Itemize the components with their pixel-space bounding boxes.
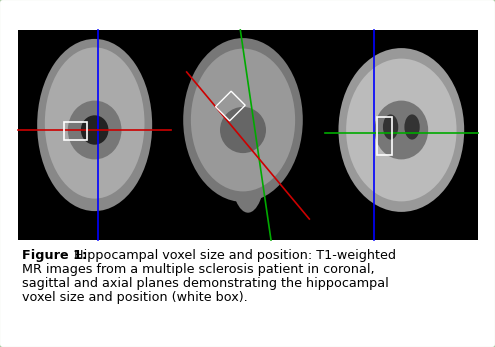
Text: Figure 1:: Figure 1: xyxy=(22,249,87,262)
Bar xyxy=(215,91,245,121)
Bar xyxy=(64,122,87,140)
Ellipse shape xyxy=(375,101,428,159)
Ellipse shape xyxy=(81,115,108,145)
Bar xyxy=(18,30,478,240)
Ellipse shape xyxy=(346,59,456,201)
Ellipse shape xyxy=(37,39,152,211)
Ellipse shape xyxy=(231,133,265,213)
Text: MR images from a multiple sclerosis patient in coronal,: MR images from a multiple sclerosis pati… xyxy=(22,263,375,276)
Text: sagittal and axial planes demonstrating the hippocampal: sagittal and axial planes demonstrating … xyxy=(22,277,389,290)
Ellipse shape xyxy=(191,49,295,192)
Ellipse shape xyxy=(383,115,398,139)
Ellipse shape xyxy=(183,38,303,202)
Ellipse shape xyxy=(64,155,125,208)
Bar xyxy=(377,117,392,155)
Text: voxel size and position (white box).: voxel size and position (white box). xyxy=(22,291,248,304)
Ellipse shape xyxy=(220,107,266,153)
Ellipse shape xyxy=(68,101,121,159)
Text: Hippocampal voxel size and position: T1-weighted: Hippocampal voxel size and position: T1-… xyxy=(70,249,396,262)
Ellipse shape xyxy=(339,48,464,212)
Ellipse shape xyxy=(45,48,145,198)
Ellipse shape xyxy=(404,115,420,139)
